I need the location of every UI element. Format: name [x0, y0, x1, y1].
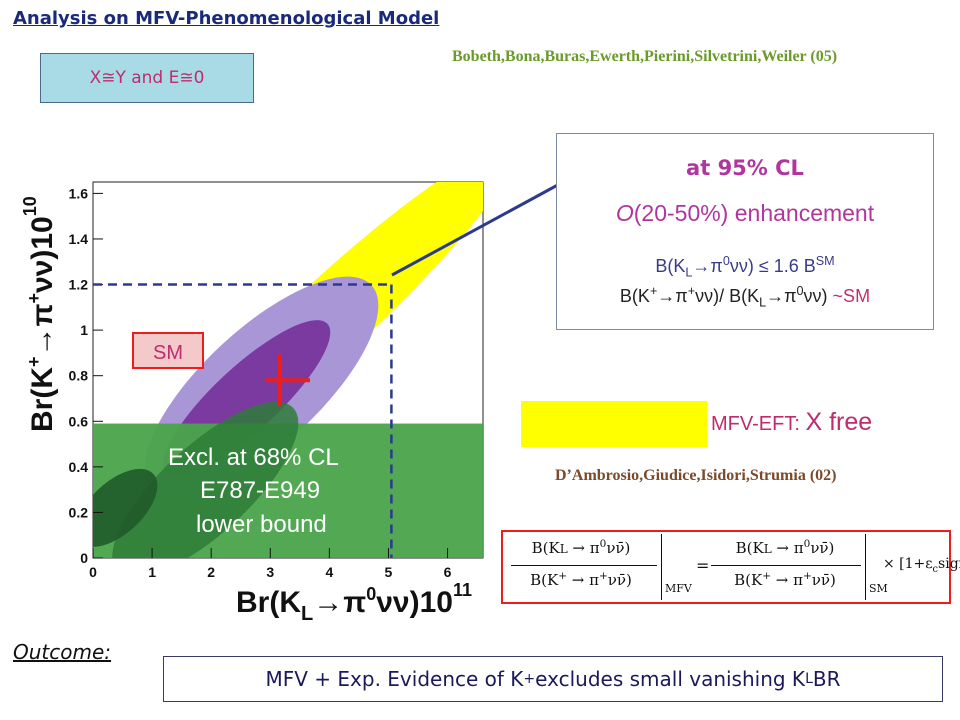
slide-title: Analysis on MFV-Phenomenological Model [13, 8, 440, 29]
formula-rhs-denominator: B(K+ → π+νν̄) [734, 570, 836, 589]
result-info-box: at 95% CL O(20-50%) enhancement B(KL→π0ν… [556, 133, 934, 330]
formula-eval-bar-rhs [865, 534, 866, 600]
y-tick-label: 0.6 [69, 413, 89, 429]
y-tick-label: 0 [80, 550, 88, 566]
x-tick-label: 6 [444, 564, 452, 580]
y-tick-label: 1 [80, 322, 88, 338]
formula-equals: = [696, 556, 710, 575]
y-tick-label: 1.4 [69, 231, 89, 247]
formula-box: B(KL → π0νν̄) B(K+ → π+νν̄) MFV = B(KL →… [501, 530, 960, 604]
formula-eval-bar-lhs [661, 534, 662, 600]
legend-label: MFV-EFT: X free [711, 408, 873, 436]
region-green-darkest [93, 468, 158, 547]
x-axis-label: Br(KL→π0νν)1011 [236, 580, 472, 625]
formula-mfv-sub: MFV [665, 582, 692, 595]
excl-text-line: E787-E949 [200, 477, 320, 504]
x-tick-label: 0 [89, 564, 97, 580]
sm-label: SM [153, 342, 183, 364]
reference-authors-top: Bobeth,Bona,Buras,Ewerth,Pierini,Silvetr… [452, 48, 838, 65]
y-tick-label: 1.6 [69, 185, 89, 201]
formula-lhs-numerator: B(KL → π0νν̄) [531, 538, 631, 557]
x-tick-label: 3 [266, 564, 274, 580]
sm-label-box [132, 332, 204, 369]
y-tick-label: 0.4 [69, 459, 89, 475]
formula-rhs-numerator: B(KL → π0νν̄) [735, 538, 835, 557]
kl-bound-text: B(KL→π0νν) ≤ 1.6 BSM [655, 254, 835, 280]
formula-sm-sub: SM [869, 582, 888, 595]
formula-lhs-denominator: B(K+ → π+νν̄) [530, 570, 632, 589]
outcome-box: MFV + Exp. Evidence of K + excludes small… [163, 656, 943, 702]
x-tick-label: 1 [148, 564, 156, 580]
formula-rhs-bar [711, 565, 861, 566]
ratio-text: B(K+→π+νν)/ B(KL→π0νν) ~SM [619, 284, 871, 310]
enhancement-text: O(20-50%) enhancement [615, 200, 875, 226]
formula-lhs-bar [511, 565, 657, 566]
x-tick-label: 2 [207, 564, 215, 580]
y-tick-label: 0.2 [69, 504, 89, 520]
excl-text-line: lower bound [196, 511, 327, 538]
confidence-level: at 95% CL [686, 156, 804, 180]
y-tick-label: 1.2 [69, 277, 89, 293]
formula-factor: × [1+εcsignX] [883, 556, 960, 575]
y-tick-label: 0.8 [69, 368, 89, 384]
x-tick-label: 4 [325, 564, 333, 580]
outcome-label: Outcome: [13, 640, 112, 664]
x-tick-label: 5 [385, 564, 393, 580]
region-green-dark-band [112, 401, 299, 558]
condition-box: X≅Y and E≅0 [40, 53, 254, 103]
reference-authors-bottom: D’Ambrosio,Giudice,Isidori,Strumia (02) [555, 467, 837, 484]
legend-swatch-yellow [521, 401, 707, 447]
y-axis-label: Br(K+→π+νν)1010 [20, 196, 59, 432]
excl-text-line: Excl. at 68% CL [168, 444, 339, 471]
